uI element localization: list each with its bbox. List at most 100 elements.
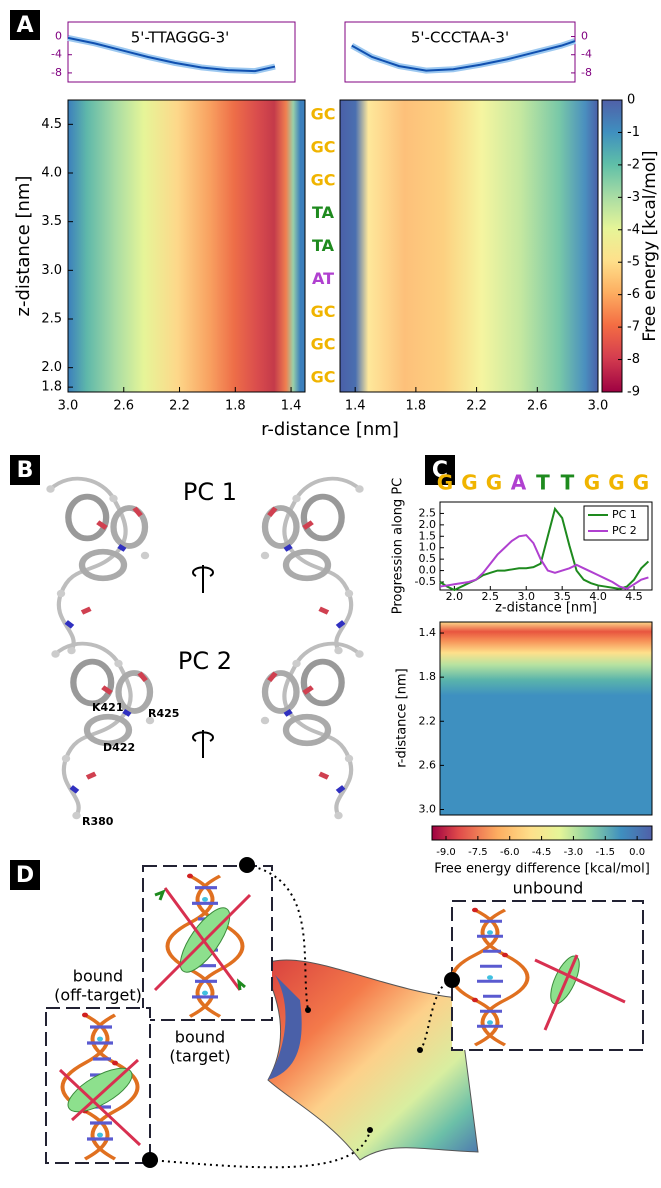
x-tick-label: 2.6: [527, 399, 548, 414]
y-tick-label: 4.5: [41, 117, 62, 132]
profile-tick-label: -8: [51, 66, 62, 79]
sequence-letter: A: [511, 471, 527, 495]
residue-label: R425: [148, 707, 179, 720]
x-tick-label: 1.4: [281, 399, 302, 414]
surface-edge: [268, 975, 302, 1080]
protein: [51, 644, 154, 820]
surface-dot: [367, 1127, 373, 1133]
sequence-letter: G: [584, 471, 600, 495]
x-tick-label: 2.6: [113, 399, 134, 414]
arrow: [153, 887, 252, 992]
surface-dot: [417, 1047, 423, 1053]
state-label: unbound: [513, 879, 584, 898]
x-tick-label: 4.5: [625, 590, 643, 603]
x-tick-label: 4.0: [589, 590, 607, 603]
rotation-icon: [192, 565, 214, 593]
y-tick-label: 1.8: [41, 380, 62, 395]
sequence-letter: G: [461, 471, 477, 495]
panel-label-box: [425, 455, 455, 485]
base-pair: GC: [311, 368, 336, 387]
x-axis-label: z-distance [nm]: [495, 601, 597, 616]
profile-tick-label: 0: [55, 30, 62, 43]
sequence-letter: T: [561, 471, 575, 495]
state-label: (target): [169, 1047, 230, 1066]
x-tick-label: 3.0: [588, 399, 609, 414]
rotation-icon: [192, 730, 214, 758]
panel-label: A: [16, 13, 33, 38]
base-pair: AT: [312, 269, 334, 288]
x-tick-label: 3.5: [553, 590, 571, 603]
x-tick-label: 1.4: [345, 399, 366, 414]
colorbar-tick-label: -6.0: [500, 847, 520, 858]
y-tick-label: 2.5: [41, 312, 62, 327]
y-tick-label: 0.0: [419, 564, 437, 577]
x-tick-label: 3.0: [517, 590, 535, 603]
colorbar-tick-label: 0: [627, 93, 635, 108]
residue-label: K421: [92, 701, 124, 714]
panel-label: B: [17, 458, 34, 483]
heatmap: [68, 100, 305, 392]
colorbar-tick-label: -3.0: [564, 847, 584, 858]
y-axis-label: Progression along PC: [391, 478, 406, 615]
sequence-letter: G: [608, 471, 624, 495]
panel-label-box: [10, 455, 40, 485]
colorbar-tick-label: -4.5: [532, 847, 552, 858]
connector: [149, 1129, 371, 1169]
x-tick-label: 2.2: [169, 399, 190, 414]
arrow-head: [154, 889, 246, 991]
colorbar-tick-label: -8: [627, 352, 640, 367]
profile-title: 5'-TTAGGG-3': [131, 29, 230, 47]
profile-frame: [344, 21, 576, 83]
x-tick-label: 3.0: [58, 399, 79, 414]
arrow: [534, 954, 626, 1031]
colorbar-tick-label: -9.0: [436, 847, 456, 858]
base-pair: GC: [311, 105, 336, 124]
x-tick-label: 2.5: [482, 590, 500, 603]
x-tick-label: 2.2: [466, 399, 487, 414]
frame: [339, 99, 599, 393]
profile-tick-label: -4: [51, 48, 62, 61]
profile-tick-label: 0: [581, 30, 588, 43]
surface-dot: [305, 1007, 311, 1013]
x-tick-label: 1.8: [406, 399, 427, 414]
profile-line: [67, 36, 276, 73]
panel-label-box: [10, 10, 40, 40]
profile-frame: [67, 21, 296, 83]
sequence-letter: T: [536, 471, 550, 495]
y-tick-label: 1.5: [419, 529, 437, 542]
arrow: [58, 1058, 142, 1147]
y-tick-label: 3.5: [41, 214, 62, 229]
base-pair: GC: [311, 137, 336, 156]
pc-title: PC 2: [178, 647, 232, 675]
y-tick-label: 1.0: [419, 541, 437, 554]
connector: [246, 864, 309, 1011]
colorbar-tick-label: -3: [627, 190, 640, 205]
state-dot: [142, 1152, 158, 1168]
residue-label: R380: [82, 815, 114, 828]
y-tick-label: 2.0: [419, 518, 437, 531]
y-tick-label: -0.5: [415, 575, 436, 588]
y-tick-label: 1.8: [419, 670, 437, 683]
base-pair: GC: [311, 335, 336, 354]
plot-frame: [439, 501, 653, 591]
heatmap: [340, 100, 598, 392]
sequence-letter: G: [486, 471, 502, 495]
state-label: bound: [73, 967, 123, 986]
colorbar-tick-label: 0.0: [629, 847, 645, 858]
sequence-letter: G: [633, 471, 649, 495]
series-line: [439, 534, 649, 590]
colorbar-tick-label: -7: [627, 320, 640, 335]
y-tick-label: 1.4: [419, 626, 437, 639]
y-tick-label: 2.2: [419, 714, 437, 727]
base-pair: GC: [311, 302, 336, 321]
sequence-letter: G: [437, 471, 453, 495]
profile-tick-label: -4: [581, 48, 592, 61]
y-axis-label: z-distance [nm]: [13, 176, 34, 317]
state-label: (off-target): [54, 986, 142, 1005]
colorbar: [601, 99, 623, 393]
colorbar-tick-label: -6: [627, 287, 640, 302]
base-pair: TA: [312, 236, 335, 255]
y-axis-label: r-distance [nm]: [395, 668, 410, 767]
y-tick-label: 3.0: [41, 263, 62, 278]
panel-label: C: [432, 458, 448, 483]
